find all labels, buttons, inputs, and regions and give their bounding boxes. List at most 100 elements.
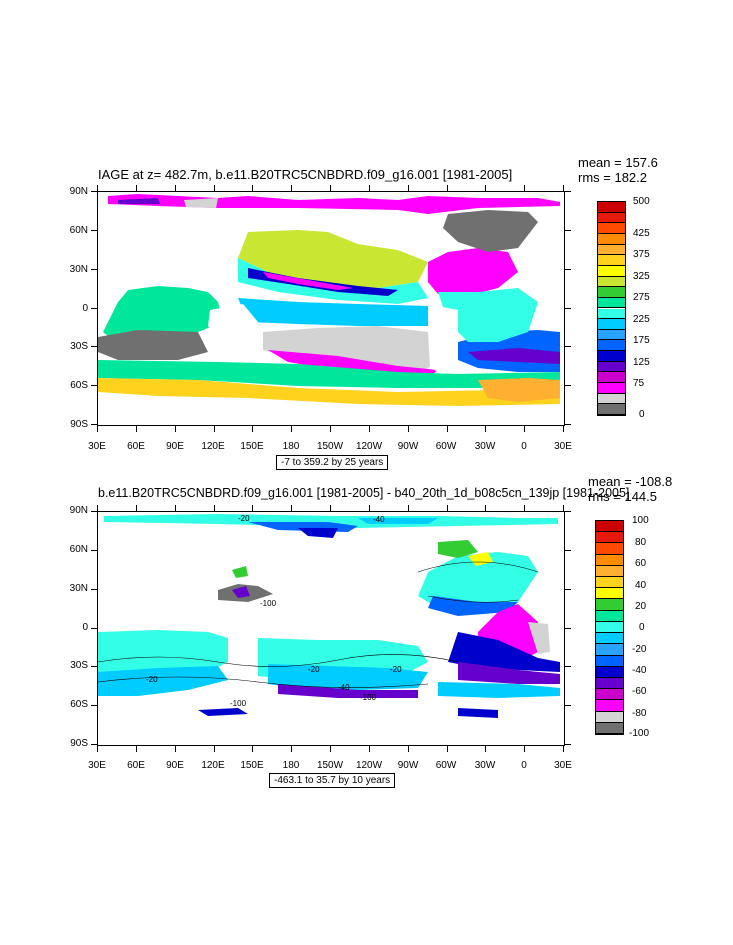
colorbar-swatch (598, 404, 625, 415)
north-pacific-blue (248, 268, 398, 296)
axis-tick (565, 229, 571, 231)
axis-tick (91, 307, 97, 309)
colorbar-label: -100 (629, 728, 650, 739)
colorbar-swatch (598, 265, 625, 277)
axis-tick (91, 588, 97, 590)
axis-tick (524, 746, 526, 752)
contour-info-box: -463.1 to 35.7 by 10 years (269, 773, 396, 788)
lon-label: 150W (316, 441, 344, 452)
lon-label: 30E (88, 760, 106, 771)
lat-label: 90N (69, 505, 88, 516)
mean-value: mean = -108.8 (588, 474, 673, 489)
axis-tick (563, 426, 564, 432)
lon-label: 150E (240, 760, 264, 771)
axis-tick (524, 185, 526, 191)
axis-tick (91, 346, 97, 348)
axis-tick (91, 424, 97, 425)
colorbar-swatch (598, 233, 625, 245)
colorbar-swatch (596, 554, 623, 566)
axis-tick (252, 746, 254, 752)
spacific-blue (268, 664, 428, 690)
lon-label: 60W (435, 441, 457, 452)
lon-label: 30E (554, 760, 572, 771)
axis-tick (565, 268, 571, 270)
axis-tick (252, 185, 254, 191)
npacific-purple (232, 586, 250, 598)
arctic-blue (118, 198, 160, 204)
lat-label: 0 (82, 622, 88, 633)
colorbar-label: 225 (633, 314, 650, 325)
colorbar-swatch (598, 308, 625, 320)
contour-label: -20 (390, 665, 402, 674)
natl-cyan (418, 552, 538, 608)
contour-label: -40 (373, 515, 385, 524)
arctic-grey (184, 198, 218, 208)
axis-tick (330, 185, 331, 191)
south-pacific-magenta (268, 350, 438, 378)
colorbar-swatch (598, 319, 625, 330)
axis-tick (174, 185, 176, 191)
colorbar-label: 500 (633, 196, 650, 207)
colorbar-swatch (596, 577, 623, 589)
land-north-america (328, 212, 443, 262)
north-pacific (238, 230, 428, 288)
colorbar (595, 520, 624, 735)
colorbar-label: 0 (639, 409, 645, 420)
south-atlantic-purple (468, 348, 560, 364)
lat-label: 90N (69, 186, 88, 197)
contour-line (417, 561, 539, 573)
axis-tick (174, 426, 176, 432)
axis-tick (524, 426, 526, 432)
axis-tick (252, 505, 254, 511)
colorbar-label: 425 (633, 228, 650, 239)
axis-tick (485, 185, 487, 191)
colorbar-label: 100 (632, 515, 649, 526)
axis-tick (485, 505, 487, 511)
arctic-band (108, 194, 560, 214)
lat-label: 60N (69, 225, 88, 236)
north-pacific-magenta (263, 272, 353, 290)
colorbar-swatch (596, 700, 623, 712)
axis-tick (135, 185, 137, 191)
contour-label: -40 (338, 683, 350, 692)
colorbar-swatch (598, 372, 625, 384)
contour-label: -100 (360, 693, 377, 702)
sindian-blue (98, 666, 228, 696)
colorbar-label: 125 (633, 357, 650, 368)
satl-purple (458, 662, 560, 684)
colorbar-label: 60 (635, 558, 647, 569)
lon-label: 120E (201, 760, 225, 771)
npacific-green (232, 566, 248, 578)
colorbar-swatch (598, 297, 625, 309)
colorbar-swatch (596, 689, 623, 701)
axis-tick (97, 426, 98, 432)
contour-line (427, 595, 519, 603)
lon-label: 180 (282, 760, 300, 771)
colorbar-swatch (596, 655, 623, 667)
axis-tick (330, 426, 331, 432)
axis-tick (213, 746, 215, 752)
lat-label: 30N (69, 264, 88, 275)
land-south-america (428, 304, 458, 372)
axis-tick (97, 185, 98, 191)
lon-label: 90W (397, 760, 419, 771)
axis-tick (135, 505, 137, 511)
colorbar-swatch (598, 361, 625, 373)
axis-tick (563, 746, 564, 752)
lon-label: 120E (201, 441, 225, 452)
axis-tick (565, 744, 571, 745)
axis-tick (565, 511, 571, 512)
axis-tick (213, 426, 215, 432)
land-antarctica (98, 698, 564, 745)
colorbar-label: 75 (633, 378, 645, 389)
colorbar-swatch (598, 202, 625, 213)
southern-ocean-cyan (98, 360, 560, 388)
colorbar-swatch (598, 212, 625, 224)
lon-label: 60E (127, 441, 145, 452)
lon-label: 120W (355, 760, 383, 771)
map-frame: -20 -40 -100 -20 -20 -40 -100 -100 -20 (97, 511, 565, 746)
colorbar-swatch (598, 383, 625, 394)
axis-tick (565, 588, 571, 590)
map-frame (97, 191, 565, 426)
colorbar-label: -80 (632, 708, 647, 719)
